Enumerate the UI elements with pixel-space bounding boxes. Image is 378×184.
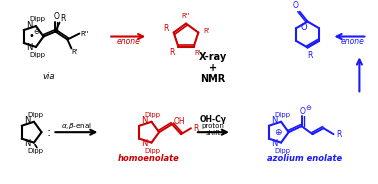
- Text: R: R: [336, 130, 341, 139]
- Text: O: O: [300, 107, 305, 116]
- Text: N: N: [24, 139, 30, 148]
- Text: ⊕: ⊕: [274, 128, 282, 137]
- Text: R: R: [193, 124, 199, 133]
- Text: enone: enone: [116, 37, 140, 46]
- Text: N: N: [141, 116, 148, 125]
- Text: Dipp: Dipp: [27, 112, 43, 118]
- Text: R'': R'': [182, 13, 190, 19]
- Text: O: O: [54, 12, 59, 21]
- Text: N: N: [271, 139, 277, 148]
- Text: homoenolate: homoenolate: [117, 154, 179, 163]
- Text: N: N: [24, 116, 30, 125]
- Text: ⊖: ⊖: [306, 105, 311, 111]
- Text: Dipp: Dipp: [27, 148, 43, 154]
- Text: R: R: [307, 51, 312, 60]
- Text: R': R': [71, 49, 78, 55]
- Text: Dipp: Dipp: [29, 52, 45, 58]
- Text: shift: shift: [205, 130, 220, 136]
- Text: N: N: [271, 116, 277, 125]
- Text: Dipp: Dipp: [144, 148, 161, 154]
- Text: +: +: [209, 63, 217, 73]
- Text: N: N: [26, 21, 32, 30]
- Text: O: O: [300, 23, 307, 32]
- Text: X-ray: X-ray: [199, 52, 227, 62]
- Text: OH: OH: [173, 117, 185, 126]
- Text: N: N: [141, 139, 148, 148]
- Text: NMR: NMR: [200, 74, 226, 84]
- Text: :: :: [46, 126, 51, 139]
- Text: R: R: [170, 48, 175, 57]
- Text: N: N: [26, 43, 32, 52]
- Text: Dipp: Dipp: [274, 148, 290, 154]
- Text: •: •: [29, 31, 34, 40]
- Text: ⊖: ⊖: [34, 29, 39, 35]
- Text: R'': R'': [80, 31, 88, 37]
- Text: $\alpha$,$\beta$-enal: $\alpha$,$\beta$-enal: [61, 121, 92, 131]
- Text: O: O: [293, 1, 299, 10]
- Text: R': R': [194, 50, 201, 56]
- Text: Dipp: Dipp: [144, 112, 161, 118]
- Text: Dipp: Dipp: [274, 112, 290, 118]
- Text: enone: enone: [341, 37, 364, 46]
- Text: OH-Cγ: OH-Cγ: [200, 115, 226, 124]
- Text: R': R': [203, 28, 210, 33]
- Text: R: R: [163, 24, 169, 33]
- Text: via: via: [42, 72, 55, 81]
- Text: proton: proton: [201, 123, 225, 129]
- Text: azolium enolate: azolium enolate: [267, 154, 342, 163]
- Text: Dipp: Dipp: [29, 16, 45, 22]
- Text: R: R: [60, 14, 65, 23]
